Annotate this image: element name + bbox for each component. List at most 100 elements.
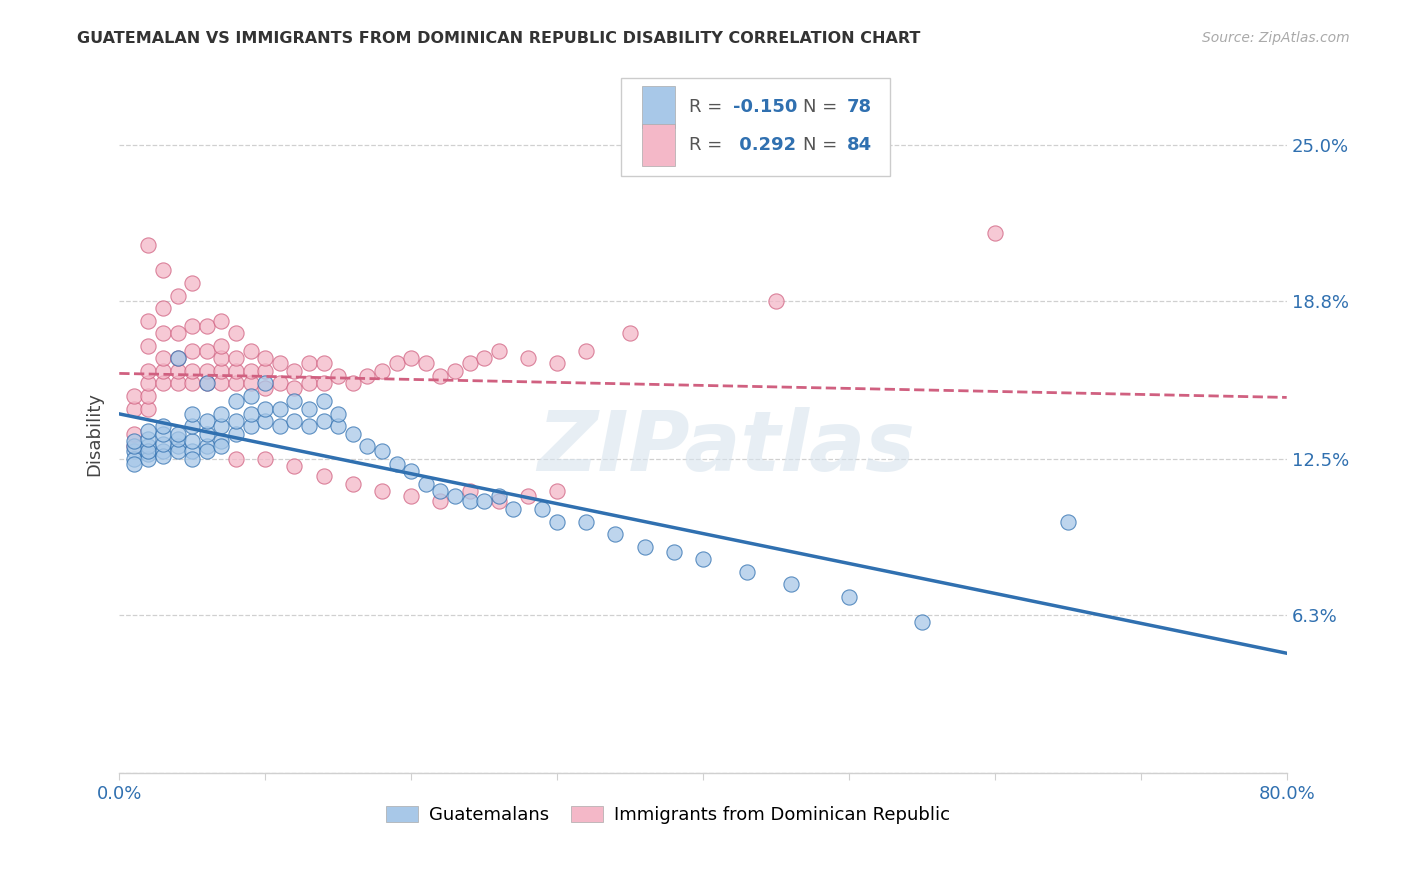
Text: Source: ZipAtlas.com: Source: ZipAtlas.com: [1202, 31, 1350, 45]
Point: [415, 476, 437, 491]
Point: [209, 434, 232, 449]
Point: [209, 351, 232, 366]
Point: [166, 444, 188, 458]
Point: [546, 484, 568, 499]
Point: [166, 351, 188, 366]
Point: [209, 407, 232, 421]
Point: [138, 313, 160, 327]
Point: [166, 288, 188, 302]
Point: [239, 407, 262, 421]
Text: GUATEMALAN VS IMMIGRANTS FROM DOMINICAN REPUBLIC DISABILITY CORRELATION CHART: GUATEMALAN VS IMMIGRANTS FROM DOMINICAN …: [77, 31, 921, 46]
Point: [239, 364, 262, 378]
Point: [239, 376, 262, 391]
Point: [209, 439, 232, 453]
Point: [195, 376, 218, 391]
Point: [472, 494, 495, 508]
Point: [546, 356, 568, 370]
Point: [166, 439, 188, 453]
Point: [283, 414, 305, 428]
Point: [138, 339, 160, 353]
Point: [633, 540, 655, 554]
Point: [328, 407, 350, 421]
Point: [619, 326, 641, 341]
Text: N =: N =: [803, 136, 844, 154]
Point: [166, 351, 188, 366]
Point: [225, 414, 247, 428]
Point: [195, 439, 218, 453]
Point: [152, 301, 174, 315]
Point: [166, 376, 188, 391]
Point: [209, 313, 232, 327]
FancyBboxPatch shape: [643, 125, 675, 167]
Point: [181, 343, 204, 358]
Point: [138, 447, 160, 461]
Point: [399, 490, 422, 504]
FancyBboxPatch shape: [643, 86, 675, 128]
Point: [138, 432, 160, 446]
Point: [152, 351, 174, 366]
Point: [356, 368, 378, 383]
Text: R =: R =: [689, 98, 728, 116]
Point: [239, 389, 262, 403]
Point: [312, 376, 335, 391]
Point: [692, 552, 714, 566]
Point: [152, 364, 174, 378]
Point: [254, 364, 277, 378]
Point: [371, 364, 394, 378]
Point: [209, 419, 232, 434]
Point: [225, 376, 247, 391]
Point: [385, 356, 408, 370]
Point: [152, 263, 174, 277]
Point: [166, 364, 188, 378]
Point: [429, 484, 451, 499]
Point: [429, 368, 451, 383]
Point: [298, 401, 321, 416]
Point: [152, 326, 174, 341]
FancyBboxPatch shape: [621, 78, 890, 176]
Point: [312, 469, 335, 483]
Point: [444, 490, 467, 504]
Point: [429, 494, 451, 508]
Point: [779, 577, 801, 591]
Point: [181, 276, 204, 290]
Legend: Guatemalans, Immigrants from Dominican Republic: Guatemalans, Immigrants from Dominican R…: [378, 799, 957, 831]
Point: [254, 451, 277, 466]
Point: [122, 426, 145, 441]
Point: [166, 432, 188, 446]
Point: [472, 351, 495, 366]
Point: [283, 382, 305, 396]
Point: [385, 457, 408, 471]
Point: [166, 326, 188, 341]
Point: [152, 450, 174, 464]
Point: [298, 419, 321, 434]
Point: [342, 426, 364, 441]
Point: [225, 351, 247, 366]
Point: [225, 426, 247, 441]
Point: [269, 419, 291, 434]
Point: [328, 368, 350, 383]
Point: [458, 356, 481, 370]
Point: [298, 376, 321, 391]
Point: [371, 484, 394, 499]
Point: [225, 326, 247, 341]
Point: [415, 356, 437, 370]
Point: [195, 444, 218, 458]
Point: [122, 451, 145, 466]
Point: [195, 364, 218, 378]
Point: [122, 444, 145, 458]
Point: [269, 376, 291, 391]
Point: [312, 414, 335, 428]
Point: [575, 515, 598, 529]
Point: [458, 484, 481, 499]
Point: [181, 444, 204, 458]
Point: [546, 515, 568, 529]
Point: [152, 436, 174, 450]
Point: [122, 401, 145, 416]
Text: ZIPatlas: ZIPatlas: [537, 407, 915, 488]
Point: [122, 439, 145, 453]
Point: [342, 476, 364, 491]
Point: [152, 376, 174, 391]
Point: [181, 318, 204, 333]
Point: [138, 389, 160, 403]
Point: [138, 424, 160, 438]
